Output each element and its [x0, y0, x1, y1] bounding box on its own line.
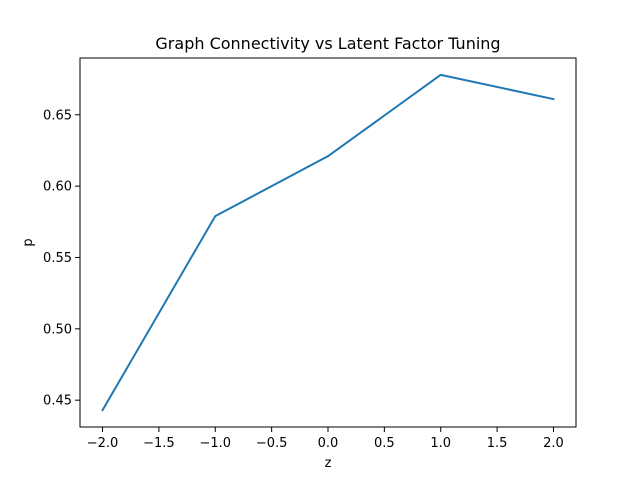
x-axis-label: z — [325, 456, 332, 471]
series-line — [101, 73, 555, 412]
x-tick-label: −2.0 — [87, 436, 119, 451]
x-tick-label: 1.5 — [487, 436, 508, 451]
plot-area — [101, 73, 555, 412]
y-tick-label: 0.65 — [43, 108, 72, 123]
axes-frame — [79, 57, 577, 428]
x-tick-label: −0.5 — [256, 436, 288, 451]
y-axis-label: p — [21, 238, 36, 246]
y-tick-label: 0.60 — [43, 180, 72, 195]
x-tick-label: 2.0 — [543, 436, 564, 451]
x-tick-label: −1.0 — [199, 436, 231, 451]
y-tick-label: 0.55 — [43, 251, 72, 266]
x-tick-label: 0.0 — [318, 436, 339, 451]
x-tick-label: −1.5 — [143, 436, 175, 451]
x-tick-label: 1.0 — [430, 436, 451, 451]
y-tick-label: 0.50 — [43, 322, 72, 337]
x-axis-ticks: −2.0 −1.5 −1.0 −0.5 0.0 0.5 1.0 1.5 2.0 — [87, 427, 564, 451]
y-tick-label: 0.45 — [43, 394, 72, 409]
chart-title: Graph Connectivity vs Latent Factor Tuni… — [155, 34, 500, 53]
y-axis-ticks: 0.45 0.50 0.55 0.60 0.65 — [43, 108, 80, 409]
x-tick-label: 0.5 — [374, 436, 395, 451]
